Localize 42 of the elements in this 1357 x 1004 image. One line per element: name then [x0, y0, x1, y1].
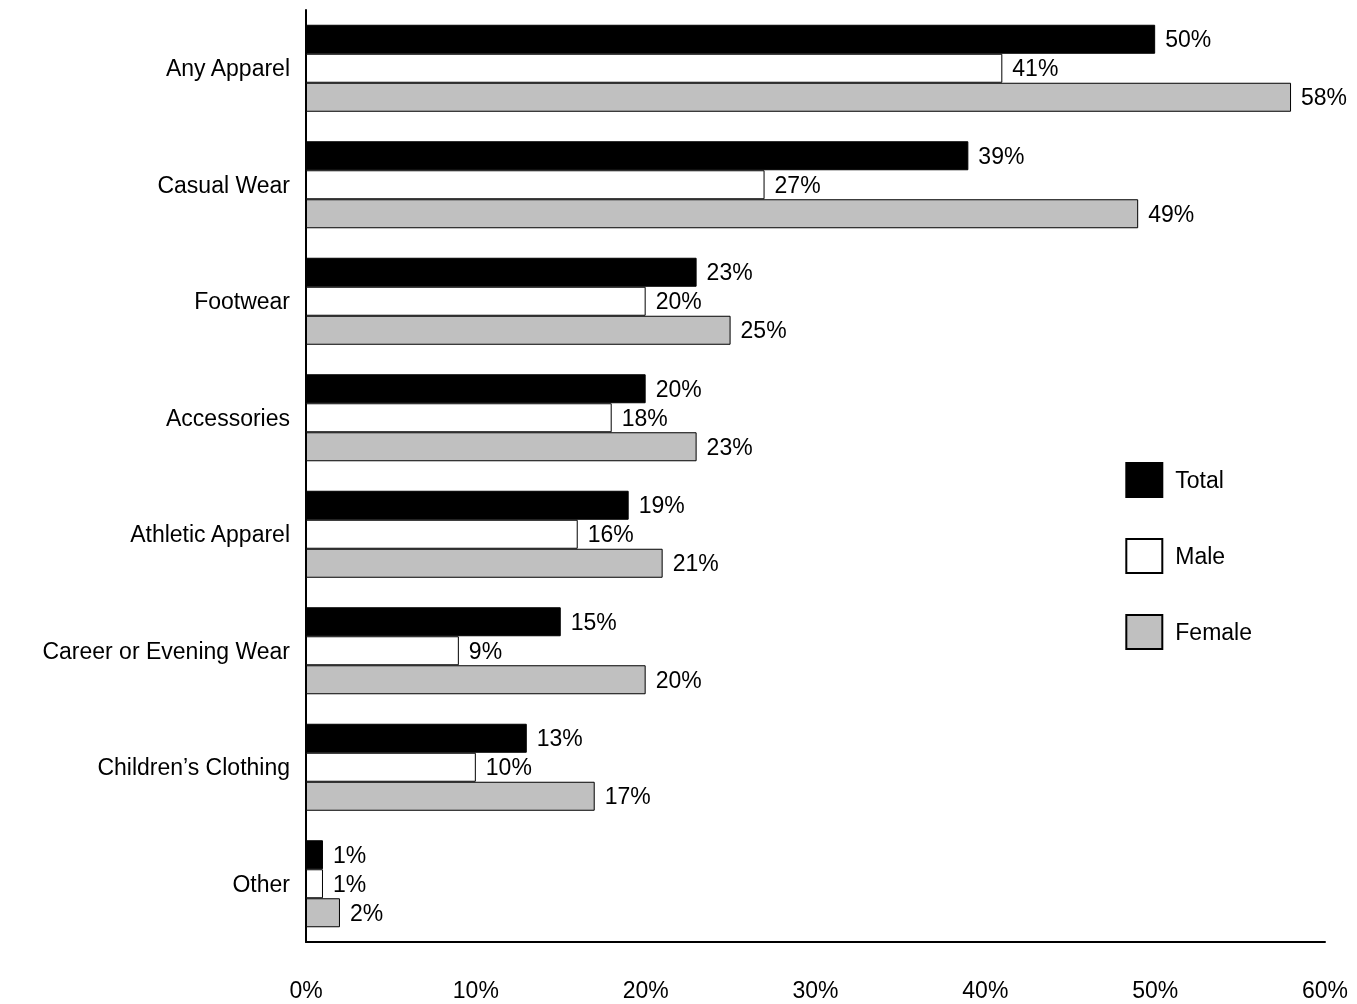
x-tick-label: 30%	[792, 976, 839, 1003]
x-tick-label: 10%	[452, 976, 499, 1003]
data-label: 16%	[587, 521, 634, 548]
data-label: 9%	[468, 637, 503, 664]
data-label: 1%	[332, 870, 367, 897]
data-label: 39%	[978, 142, 1025, 169]
y-tick-label: Other	[232, 870, 291, 897]
legend-label: Male	[1175, 543, 1226, 569]
x-tick-label: 50%	[1132, 976, 1179, 1003]
data-label: 15%	[570, 608, 617, 635]
data-label: 17%	[604, 783, 651, 810]
y-tick-label: Footwear	[194, 288, 291, 315]
y-tick-label: Children’s Clothing	[97, 754, 290, 781]
data-label: 23%	[706, 259, 753, 286]
data-label: 13%	[536, 725, 583, 752]
y-tick-label: Athletic Apparel	[130, 521, 290, 548]
data-label: 58%	[1301, 84, 1348, 111]
y-tick-label: Any Apparel	[165, 55, 290, 82]
y-tick-label: Career or Evening Wear	[42, 637, 291, 664]
data-label: 20%	[655, 288, 702, 315]
data-label: 49%	[1148, 200, 1195, 227]
data-label: 27%	[774, 171, 821, 198]
data-label: 1%	[332, 841, 367, 868]
x-tick-label: 60%	[1301, 976, 1349, 1003]
data-label: 20%	[655, 375, 702, 402]
data-label: 2%	[349, 899, 384, 926]
data-label: 10%	[485, 754, 532, 781]
legend-label: Total	[1175, 467, 1224, 493]
y-tick-label: Casual Wear	[157, 171, 291, 198]
data-label: 20%	[655, 666, 702, 693]
data-label: 41%	[1012, 55, 1059, 82]
data-label: 23%	[706, 433, 753, 460]
x-tick-label: 40%	[962, 976, 1009, 1003]
data-label: 19%	[638, 492, 685, 519]
x-tick-label: 0%	[289, 976, 323, 1003]
data-label: 21%	[672, 550, 719, 577]
data-label: 18%	[621, 404, 668, 431]
x-tick-label: 20%	[622, 976, 669, 1003]
y-tick-label: Accessories	[166, 404, 290, 431]
data-label: 25%	[740, 317, 787, 344]
data-label: 50%	[1165, 26, 1212, 53]
legend-label: Female	[1175, 619, 1253, 645]
